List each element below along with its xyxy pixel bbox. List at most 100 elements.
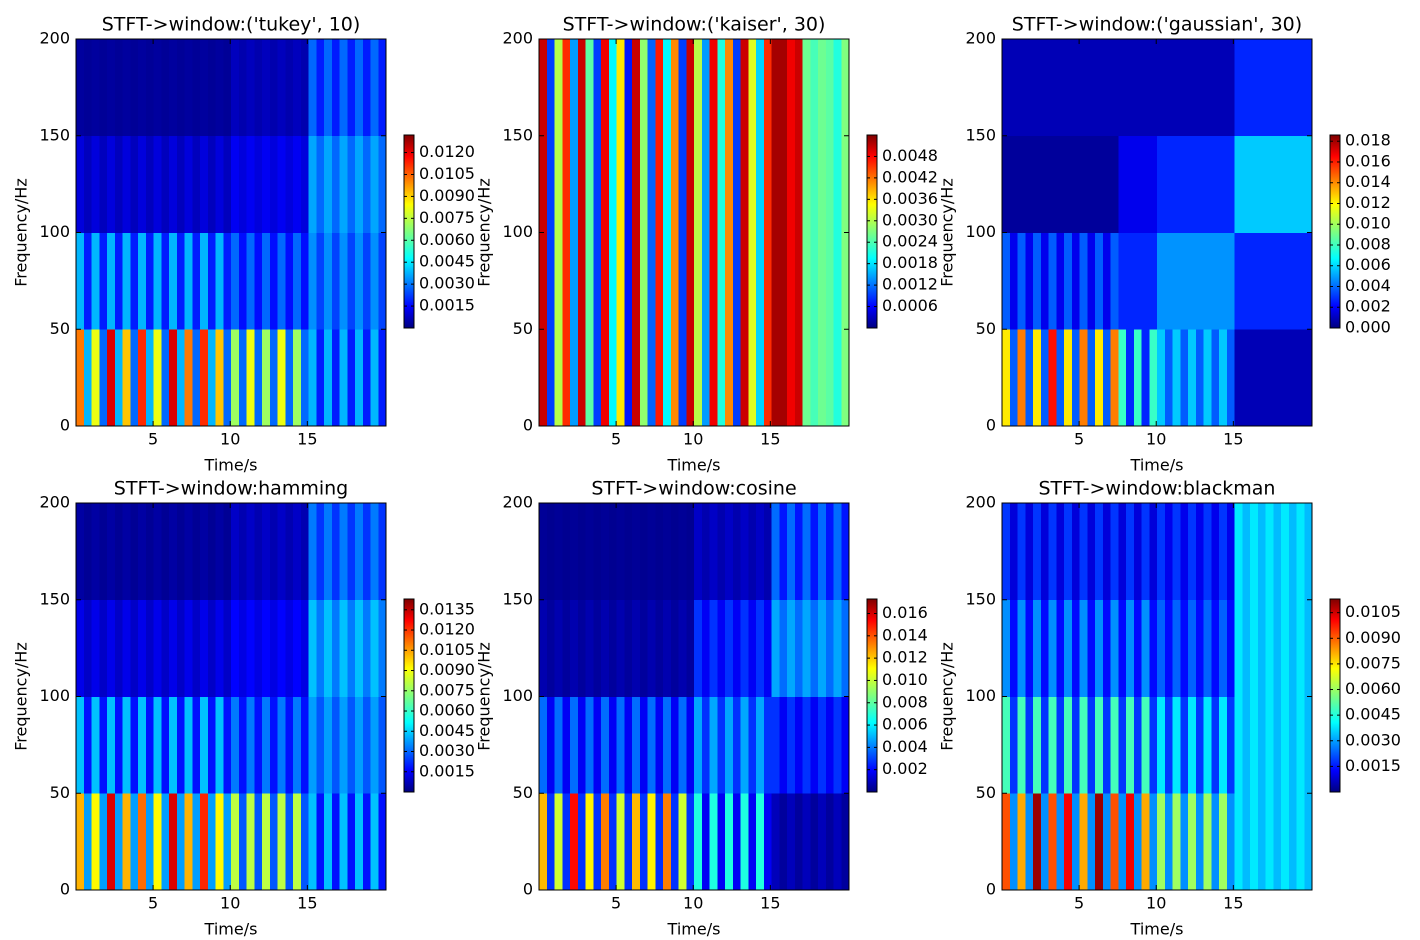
heatmap-cell	[362, 793, 371, 891]
heatmap-cell	[153, 793, 162, 891]
heatmap-cell	[1234, 503, 1243, 601]
heatmap-cell	[616, 39, 625, 137]
y-tick-label: 50	[513, 319, 533, 338]
heatmap-cell	[378, 696, 387, 794]
x-tick-label: 15	[1223, 894, 1243, 913]
y-tick-label: 0	[523, 416, 533, 435]
heatmap-cell	[1188, 329, 1197, 427]
heatmap-cell	[1242, 696, 1251, 794]
heatmap-cell	[678, 39, 687, 137]
heatmap-cell	[639, 135, 648, 233]
x-tick-label: 15	[760, 430, 780, 449]
heatmap-cell	[1211, 39, 1220, 137]
heatmap-cell	[1265, 599, 1274, 697]
heatmap-cell	[593, 793, 602, 891]
heatmap-cell	[1188, 599, 1197, 697]
heatmap-cell	[1157, 503, 1166, 601]
heatmap-cell	[1273, 329, 1282, 427]
heatmap-cell	[370, 696, 379, 794]
heatmap-cell	[1133, 135, 1142, 233]
heatmap-cell	[231, 232, 240, 330]
heatmap-cell	[678, 232, 687, 330]
heatmap-cell	[585, 793, 594, 891]
heatmap-cell	[608, 39, 617, 137]
heatmap-cell	[802, 696, 811, 794]
heatmap-cell	[639, 232, 648, 330]
heatmap-cell	[316, 39, 325, 137]
heatmap-cell	[1017, 696, 1026, 794]
heatmap-cell	[114, 503, 123, 601]
heatmap-cell	[192, 696, 201, 794]
heatmap-cell	[1033, 39, 1042, 137]
heatmap-cell	[223, 793, 232, 891]
heatmap-cell	[825, 599, 834, 697]
heatmap-cell	[1195, 329, 1204, 427]
heatmap-cell	[1126, 696, 1135, 794]
heatmap-cell	[130, 696, 139, 794]
heatmap-cell	[1296, 793, 1305, 891]
heatmap-cell	[1219, 793, 1228, 891]
heatmap-cell	[647, 599, 656, 697]
heatmap-cell	[833, 329, 842, 427]
heatmap-cell	[647, 39, 656, 137]
heatmap-cell	[1257, 599, 1266, 697]
heatmap-cell	[1219, 696, 1228, 794]
heatmap-cell	[756, 696, 765, 794]
heatmap-cell	[554, 135, 563, 233]
heatmap-cell	[794, 793, 803, 891]
x-tick-label: 5	[148, 430, 158, 449]
heatmap-cell	[632, 696, 641, 794]
heatmap-cell	[99, 39, 108, 137]
heatmap-cell	[1071, 793, 1080, 891]
heatmap-cell	[616, 503, 625, 601]
heatmap-cell	[818, 329, 827, 427]
heatmap-cell	[1071, 135, 1080, 233]
colorbar-tick-label: 0.0018	[882, 253, 938, 272]
heatmap-cell	[1203, 39, 1212, 137]
heatmap-cell	[577, 503, 586, 601]
heatmap-cell	[176, 599, 185, 697]
heatmap-cell	[608, 329, 617, 427]
heatmap-cell	[787, 696, 796, 794]
y-tick-label: 200	[502, 29, 533, 48]
heatmap-cell	[748, 696, 757, 794]
heatmap-cell	[1110, 135, 1119, 233]
heatmap-cell	[83, 503, 92, 601]
heatmap-cell	[324, 599, 333, 697]
heatmap-cell	[91, 135, 100, 233]
heatmap-cell	[1172, 503, 1181, 601]
heatmap-cell	[694, 793, 703, 891]
heatmap-cell	[1087, 793, 1096, 891]
heatmap-cell	[339, 329, 348, 427]
heatmap-cell	[223, 696, 232, 794]
colorbar-tick-label: 0.008	[882, 692, 928, 711]
heatmap-cell	[362, 232, 371, 330]
heatmap-cell	[192, 503, 201, 601]
heatmap-cell	[1002, 232, 1011, 330]
heatmap-cell	[570, 135, 579, 233]
heatmap-cell	[339, 135, 348, 233]
heatmap-cell	[1172, 232, 1181, 330]
heatmap-cell	[169, 329, 178, 427]
heatmap-cell	[138, 503, 147, 601]
heatmap-cell	[1048, 696, 1057, 794]
heatmap-cell	[1118, 696, 1127, 794]
heatmap-cell	[1071, 232, 1080, 330]
heatmap-cell	[763, 793, 772, 891]
heatmap-cell	[114, 232, 123, 330]
x-tick-label: 10	[220, 430, 240, 449]
heatmap-cell	[347, 329, 356, 427]
heatmap-cell	[1095, 793, 1104, 891]
heatmap-cell	[655, 329, 664, 427]
heatmap-cell	[624, 793, 633, 891]
heatmap-cell	[794, 39, 803, 137]
colorbar	[1329, 598, 1341, 793]
heatmap-cell	[324, 39, 333, 137]
heatmap-cell	[138, 793, 147, 891]
heatmap-cell	[1079, 135, 1088, 233]
heatmap-cell	[153, 39, 162, 137]
heatmap-cell	[1172, 39, 1181, 137]
heatmap-cell	[347, 696, 356, 794]
heatmap-cell	[1056, 135, 1065, 233]
heatmap-cell	[554, 503, 563, 601]
